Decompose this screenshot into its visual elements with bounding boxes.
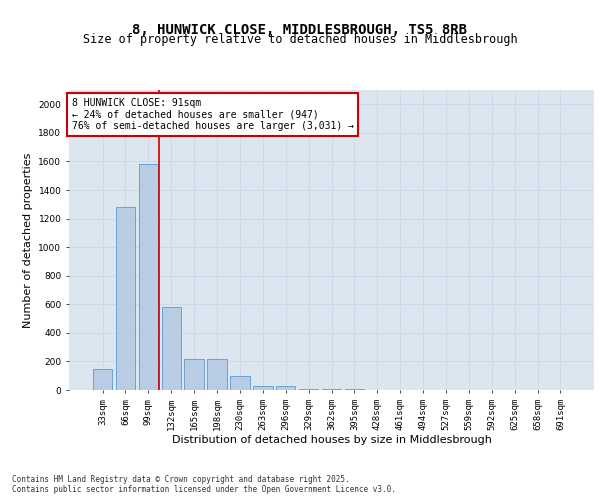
Text: Size of property relative to detached houses in Middlesbrough: Size of property relative to detached ho… (83, 32, 517, 46)
Bar (116, 207, 135, 390)
Text: Contains HM Land Registry data © Crown copyright and database right 2025.: Contains HM Land Registry data © Crown c… (12, 474, 350, 484)
Bar (208, 360, 227, 390)
Bar (161, 307, 181, 390)
Text: 8, HUNWICK CLOSE, MIDDLESBROUGH, TS5 8RB: 8, HUNWICK CLOSE, MIDDLESBROUGH, TS5 8RB (133, 22, 467, 36)
Text: 8 HUNWICK CLOSE: 91sqm
← 24% of detached houses are smaller (947)
76% of semi-de: 8 HUNWICK CLOSE: 91sqm ← 24% of detached… (71, 98, 353, 130)
Bar (93, 368, 112, 390)
Bar (139, 164, 158, 390)
Bar (230, 376, 250, 390)
Bar (276, 386, 295, 390)
X-axis label: Distribution of detached houses by size in Middlesbrough: Distribution of detached houses by size … (172, 436, 491, 446)
Y-axis label: Number of detached properties: Number of detached properties (23, 152, 33, 328)
Text: Contains public sector information licensed under the Open Government Licence v3: Contains public sector information licen… (12, 484, 396, 494)
Bar (322, 388, 341, 390)
Bar (184, 360, 204, 390)
Bar (253, 386, 272, 390)
Bar (299, 388, 319, 390)
